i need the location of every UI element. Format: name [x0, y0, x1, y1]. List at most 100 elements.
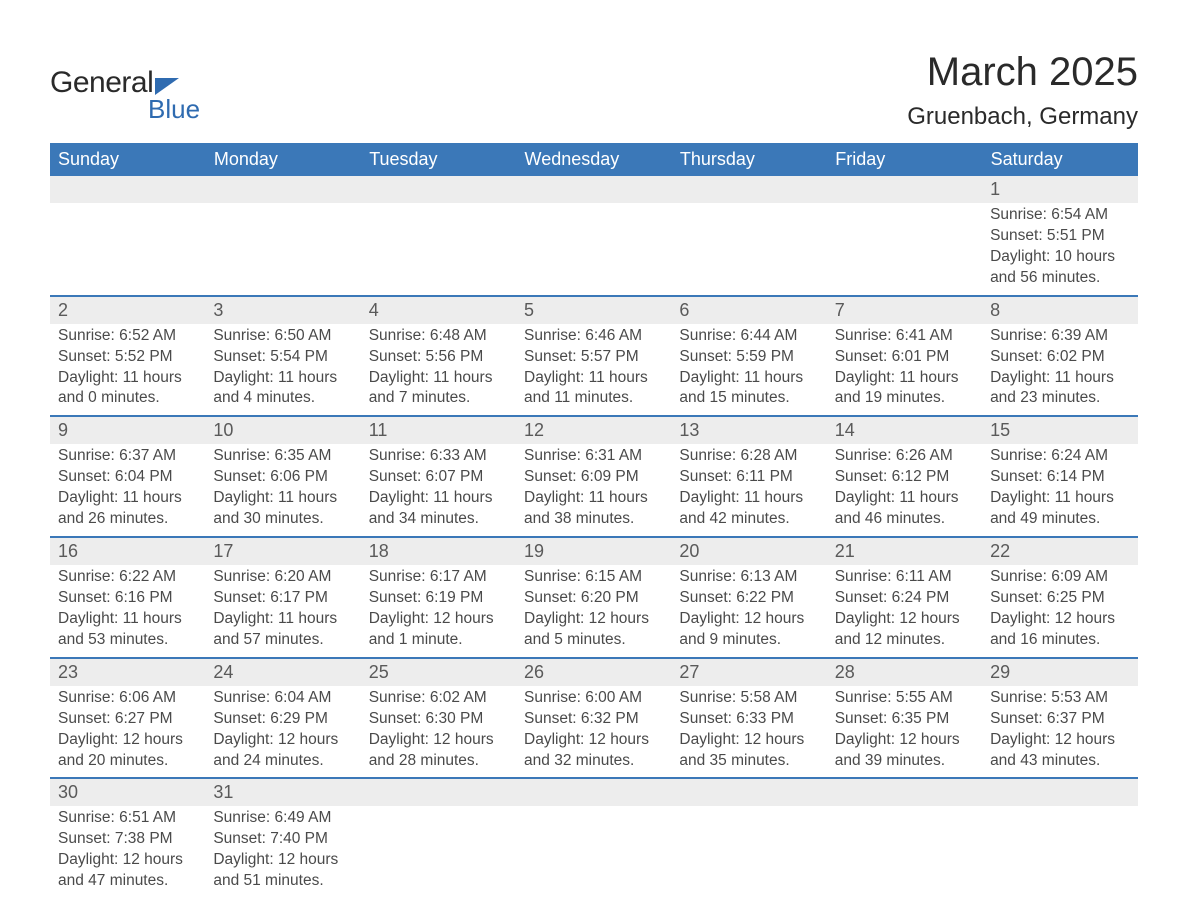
day-number — [361, 176, 516, 203]
day-details — [516, 203, 671, 295]
day-number: 8 — [982, 297, 1137, 324]
day-number: 26 — [516, 659, 671, 686]
day-number: 7 — [827, 297, 982, 324]
calendar-day-cell: 26Sunrise: 6:00 AMSunset: 6:32 PMDayligh… — [516, 658, 671, 779]
calendar-day-cell: 13Sunrise: 6:28 AMSunset: 6:11 PMDayligh… — [671, 416, 826, 537]
weekday-header: Friday — [827, 143, 982, 176]
day-details: Sunrise: 6:15 AMSunset: 6:20 PMDaylight:… — [516, 565, 671, 657]
day-details: Sunrise: 6:41 AMSunset: 6:01 PMDaylight:… — [827, 324, 982, 416]
calendar-day-cell: 8Sunrise: 6:39 AMSunset: 6:02 PMDaylight… — [982, 296, 1137, 417]
weekday-header: Thursday — [671, 143, 826, 176]
day-number: 28 — [827, 659, 982, 686]
day-details: Sunrise: 6:24 AMSunset: 6:14 PMDaylight:… — [982, 444, 1137, 536]
day-details: Sunrise: 5:55 AMSunset: 6:35 PMDaylight:… — [827, 686, 982, 778]
page-title: March 2025 — [907, 50, 1138, 95]
location-subtitle: Gruenbach, Germany — [907, 103, 1138, 131]
calendar-day-cell: 27Sunrise: 5:58 AMSunset: 6:33 PMDayligh… — [671, 658, 826, 779]
day-number: 12 — [516, 417, 671, 444]
calendar-day-cell — [361, 778, 516, 898]
day-details: Sunrise: 6:22 AMSunset: 6:16 PMDaylight:… — [50, 565, 205, 657]
day-details: Sunrise: 6:49 AMSunset: 7:40 PMDaylight:… — [205, 806, 360, 898]
day-details: Sunrise: 6:04 AMSunset: 6:29 PMDaylight:… — [205, 686, 360, 778]
day-number: 22 — [982, 538, 1137, 565]
day-details — [361, 806, 516, 814]
day-details — [827, 203, 982, 295]
day-details: Sunrise: 6:54 AMSunset: 5:51 PMDaylight:… — [982, 203, 1137, 295]
calendar-day-cell: 15Sunrise: 6:24 AMSunset: 6:14 PMDayligh… — [982, 416, 1137, 537]
calendar-day-cell — [671, 778, 826, 898]
day-details: Sunrise: 6:50 AMSunset: 5:54 PMDaylight:… — [205, 324, 360, 416]
title-block: March 2025 Gruenbach, Germany — [907, 40, 1138, 131]
day-number: 13 — [671, 417, 826, 444]
calendar-day-cell — [516, 778, 671, 898]
calendar-day-cell — [827, 778, 982, 898]
day-details: Sunrise: 6:31 AMSunset: 6:09 PMDaylight:… — [516, 444, 671, 536]
calendar-day-cell: 6Sunrise: 6:44 AMSunset: 5:59 PMDaylight… — [671, 296, 826, 417]
day-number: 31 — [205, 779, 360, 806]
calendar-week-row: 30Sunrise: 6:51 AMSunset: 7:38 PMDayligh… — [50, 778, 1138, 898]
calendar-week-row: 1Sunrise: 6:54 AMSunset: 5:51 PMDaylight… — [50, 176, 1138, 296]
day-number: 30 — [50, 779, 205, 806]
calendar-table: Sunday Monday Tuesday Wednesday Thursday… — [50, 143, 1138, 898]
day-number: 4 — [361, 297, 516, 324]
day-number — [827, 779, 982, 806]
day-details: Sunrise: 6:51 AMSunset: 7:38 PMDaylight:… — [50, 806, 205, 898]
calendar-day-cell: 25Sunrise: 6:02 AMSunset: 6:30 PMDayligh… — [361, 658, 516, 779]
day-number: 10 — [205, 417, 360, 444]
calendar-day-cell — [205, 176, 360, 296]
day-details: Sunrise: 6:52 AMSunset: 5:52 PMDaylight:… — [50, 324, 205, 416]
day-number: 5 — [516, 297, 671, 324]
logo-text-general: General — [50, 66, 153, 100]
calendar-day-cell: 31Sunrise: 6:49 AMSunset: 7:40 PMDayligh… — [205, 778, 360, 898]
calendar-day-cell: 4Sunrise: 6:48 AMSunset: 5:56 PMDaylight… — [361, 296, 516, 417]
calendar-day-cell: 16Sunrise: 6:22 AMSunset: 6:16 PMDayligh… — [50, 537, 205, 658]
calendar-day-cell: 9Sunrise: 6:37 AMSunset: 6:04 PMDaylight… — [50, 416, 205, 537]
calendar-day-cell: 19Sunrise: 6:15 AMSunset: 6:20 PMDayligh… — [516, 537, 671, 658]
day-number: 17 — [205, 538, 360, 565]
day-number: 27 — [671, 659, 826, 686]
day-details: Sunrise: 6:20 AMSunset: 6:17 PMDaylight:… — [205, 565, 360, 657]
day-details: Sunrise: 6:35 AMSunset: 6:06 PMDaylight:… — [205, 444, 360, 536]
calendar-day-cell: 10Sunrise: 6:35 AMSunset: 6:06 PMDayligh… — [205, 416, 360, 537]
day-number: 2 — [50, 297, 205, 324]
day-details: Sunrise: 6:44 AMSunset: 5:59 PMDaylight:… — [671, 324, 826, 416]
calendar-day-cell — [50, 176, 205, 296]
calendar-week-row: 23Sunrise: 6:06 AMSunset: 6:27 PMDayligh… — [50, 658, 1138, 779]
calendar-day-cell: 23Sunrise: 6:06 AMSunset: 6:27 PMDayligh… — [50, 658, 205, 779]
day-details: Sunrise: 6:11 AMSunset: 6:24 PMDaylight:… — [827, 565, 982, 657]
calendar-day-cell: 29Sunrise: 5:53 AMSunset: 6:37 PMDayligh… — [982, 658, 1137, 779]
calendar-day-cell — [827, 176, 982, 296]
day-number: 3 — [205, 297, 360, 324]
day-details — [205, 203, 360, 295]
calendar-day-cell: 2Sunrise: 6:52 AMSunset: 5:52 PMDaylight… — [50, 296, 205, 417]
day-details — [671, 806, 826, 814]
calendar-day-cell: 30Sunrise: 6:51 AMSunset: 7:38 PMDayligh… — [50, 778, 205, 898]
weekday-header: Sunday — [50, 143, 205, 176]
calendar-day-cell — [982, 778, 1137, 898]
day-number: 29 — [982, 659, 1137, 686]
day-details: Sunrise: 6:02 AMSunset: 6:30 PMDaylight:… — [361, 686, 516, 778]
day-number — [516, 176, 671, 203]
calendar-day-cell: 21Sunrise: 6:11 AMSunset: 6:24 PMDayligh… — [827, 537, 982, 658]
day-details — [361, 203, 516, 295]
calendar-day-cell: 14Sunrise: 6:26 AMSunset: 6:12 PMDayligh… — [827, 416, 982, 537]
calendar-day-cell: 5Sunrise: 6:46 AMSunset: 5:57 PMDaylight… — [516, 296, 671, 417]
day-number: 14 — [827, 417, 982, 444]
day-details — [50, 203, 205, 295]
day-number: 11 — [361, 417, 516, 444]
day-details: Sunrise: 6:28 AMSunset: 6:11 PMDaylight:… — [671, 444, 826, 536]
calendar-day-cell: 18Sunrise: 6:17 AMSunset: 6:19 PMDayligh… — [361, 537, 516, 658]
day-number: 19 — [516, 538, 671, 565]
day-details: Sunrise: 6:48 AMSunset: 5:56 PMDaylight:… — [361, 324, 516, 416]
day-number: 15 — [982, 417, 1137, 444]
logo: General Blue — [50, 66, 200, 125]
day-number — [205, 176, 360, 203]
calendar-day-cell: 24Sunrise: 6:04 AMSunset: 6:29 PMDayligh… — [205, 658, 360, 779]
day-number — [982, 779, 1137, 806]
day-number: 21 — [827, 538, 982, 565]
calendar-page: General Blue March 2025 Gruenbach, Germa… — [0, 0, 1188, 918]
day-number: 6 — [671, 297, 826, 324]
calendar-day-cell: 11Sunrise: 6:33 AMSunset: 6:07 PMDayligh… — [361, 416, 516, 537]
day-details: Sunrise: 6:17 AMSunset: 6:19 PMDaylight:… — [361, 565, 516, 657]
calendar-day-cell: 12Sunrise: 6:31 AMSunset: 6:09 PMDayligh… — [516, 416, 671, 537]
